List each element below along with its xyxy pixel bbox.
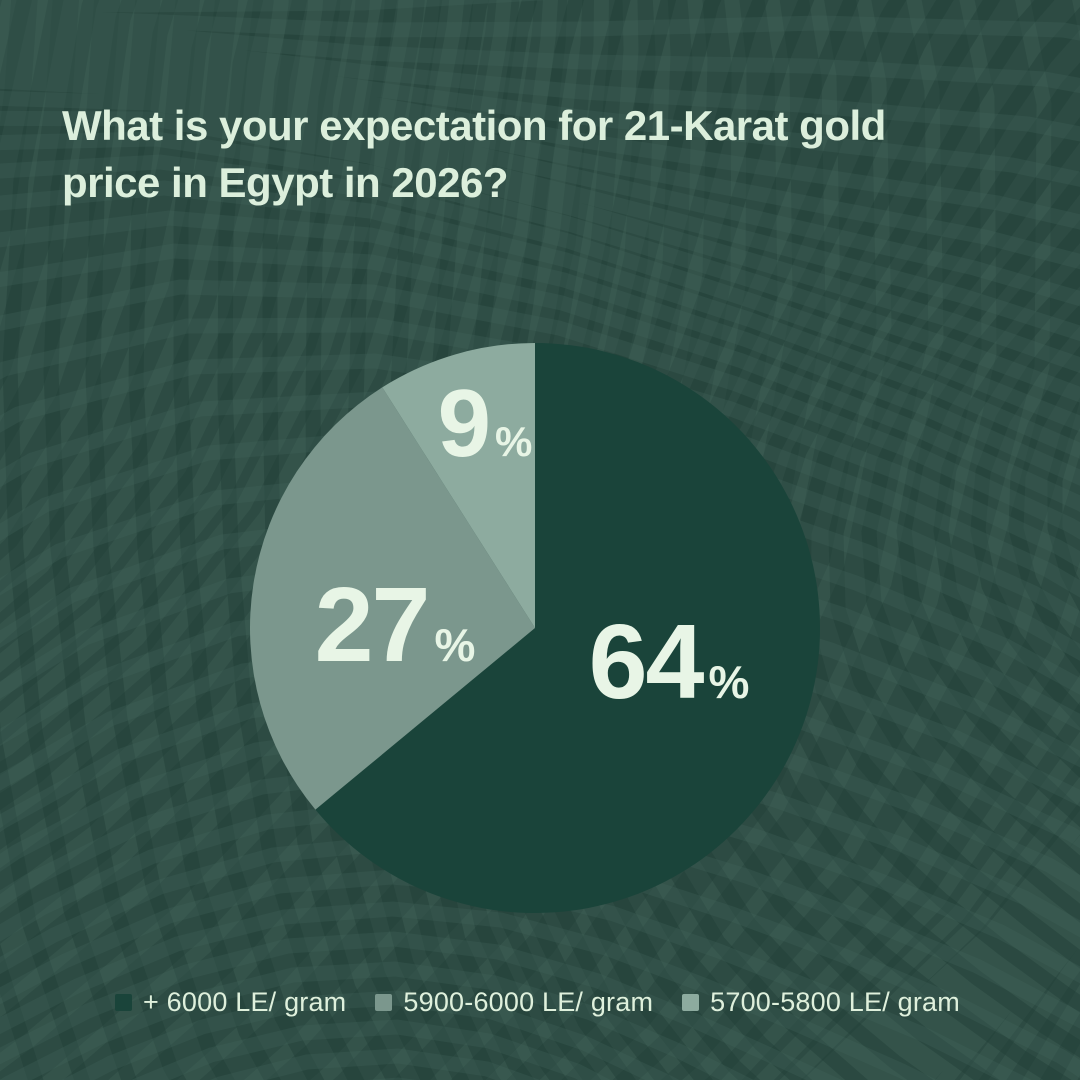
- legend-swatch-dark-green: [115, 993, 132, 1011]
- slice-value: 27: [314, 566, 431, 684]
- pie-chart: [250, 343, 820, 913]
- legend-item: 5900-6000 LE/ gram: [375, 987, 653, 1018]
- pie-slice: [382, 343, 535, 628]
- percent-sign: %: [708, 656, 750, 708]
- legend-swatch-light-sage: [682, 993, 700, 1011]
- slice-value: 9: [437, 370, 491, 477]
- legend-label: 5900-6000 LE/ gram: [403, 986, 654, 1017]
- legend-swatch-sage: [375, 993, 393, 1011]
- pie-slice: [315, 343, 820, 913]
- legend-item: + 6000 LE/ gram: [115, 987, 346, 1018]
- legend: + 6000 LE/ gram 5900-6000 LE/ gram 5700-…: [115, 985, 960, 1019]
- page-title: What is your expectation for 21-Karat go…: [62, 97, 886, 211]
- slice-label-5900-6000: 27%: [315, 572, 476, 678]
- slice-value: 64: [588, 603, 705, 721]
- pie-slice: [250, 387, 535, 810]
- percent-sign: %: [495, 418, 533, 465]
- slice-label-5700-5800: 9%: [438, 376, 533, 472]
- slice-label-plus-6000: 64%: [589, 609, 750, 715]
- legend-item: 5700-5800 LE/ gram: [682, 987, 960, 1018]
- page-title-line-2: price in Egypt in 2026?: [62, 159, 508, 206]
- legend-label: 5700-5800 LE/ gram: [710, 986, 960, 1017]
- legend-label: + 6000 LE/ gram: [143, 986, 347, 1017]
- percent-sign: %: [434, 619, 476, 671]
- page-title-line-1: What is your expectation for 21-Karat go…: [62, 102, 886, 149]
